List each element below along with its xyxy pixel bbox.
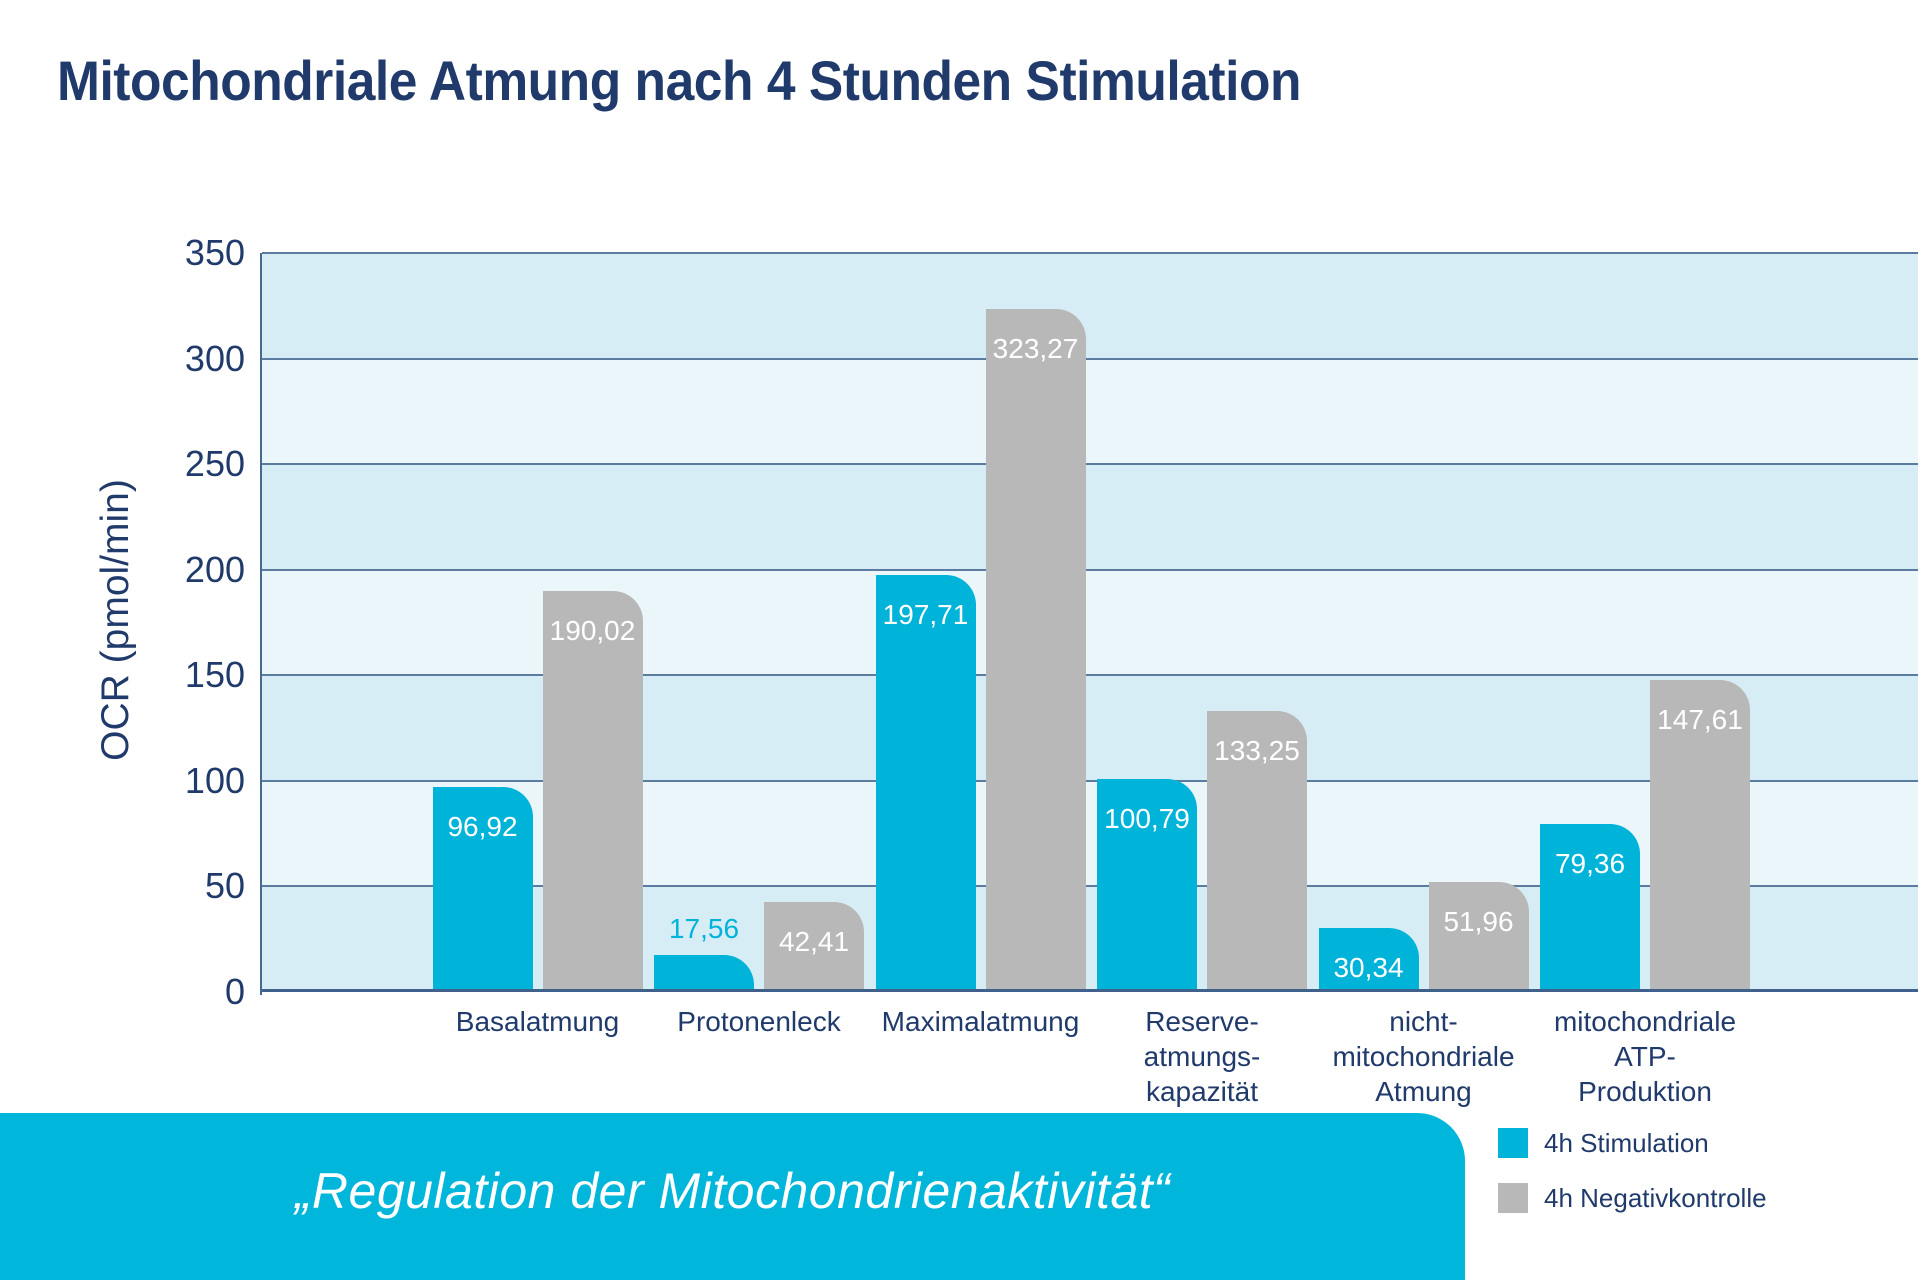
y-tick-label: 350 xyxy=(184,232,245,273)
bar-negativkontrolle xyxy=(764,902,864,992)
gridline xyxy=(262,569,1918,571)
y-tick-label: 100 xyxy=(184,759,245,801)
y-tick-label: 300 xyxy=(184,337,245,379)
category-label: Protonenleck xyxy=(677,1006,841,1037)
chart-title: Mitochondriale Atmung nach 4 Stunden Sti… xyxy=(57,49,1301,112)
gridline xyxy=(262,252,1918,254)
bar-stimulation xyxy=(1318,928,1419,992)
plot-area: 96,92 190,02 17,56 42,41 197,71 323,27 100,79 1… xyxy=(262,252,1918,992)
legend-label: 4h Stimulation xyxy=(1544,1127,1709,1158)
bar-negativkontrolle xyxy=(542,591,643,992)
bar-negativkontrolle xyxy=(1428,882,1529,992)
quote-banner-text: „Regulation der Mitochondrienaktivität“ xyxy=(294,1162,1171,1219)
legend-swatch xyxy=(1498,1128,1528,1158)
bar-stimulation xyxy=(1540,824,1640,992)
gridline xyxy=(262,885,1918,887)
y-tick-label: 200 xyxy=(184,548,245,590)
y-axis-title: OCR (pmol/min) xyxy=(94,479,137,761)
gridline xyxy=(262,780,1918,782)
bar-value-label: 51,96 xyxy=(1443,906,1514,938)
gridline xyxy=(262,358,1918,360)
legend-swatch xyxy=(1498,1183,1528,1213)
bar-value-label: 79,36 xyxy=(1554,848,1626,880)
y-tick-label: 0 xyxy=(224,971,245,1012)
legend-item: 4h Negativkontrolle xyxy=(1498,1183,1767,1213)
bar-value-label: 197,71 xyxy=(882,598,969,630)
bar-stimulation xyxy=(432,787,533,992)
legend-item: 4h Stimulation xyxy=(1498,1128,1709,1158)
category-label: Basalatmung xyxy=(455,1006,620,1037)
bar-value-label: 96,92 xyxy=(447,811,518,843)
bar-value-label: 133,25 xyxy=(1214,734,1300,766)
bar-negativkontrolle xyxy=(985,309,1086,992)
y-tick-label: 250 xyxy=(184,443,245,485)
y-tick-label: 150 xyxy=(184,654,245,696)
gridline xyxy=(262,463,1918,465)
category-label: Reserve- atmungs- kapazität xyxy=(1143,1006,1261,1107)
gridline xyxy=(262,989,1918,992)
bar-value-label: 323,27 xyxy=(992,333,1079,365)
bar-value-label: 147,61 xyxy=(1657,704,1743,736)
category-label: nicht- mitochondriale Atmung xyxy=(1332,1006,1515,1107)
y-axis-line xyxy=(260,253,262,995)
bar-value-label: 42,41 xyxy=(778,926,850,958)
bar-value-label: 30,34 xyxy=(1333,951,1404,983)
bar-stimulation xyxy=(1097,779,1197,992)
bar-negativkontrolle xyxy=(1650,680,1750,992)
y-tick-label: 50 xyxy=(204,865,245,907)
legend-label: 4h Negativkontrolle xyxy=(1544,1182,1767,1213)
bar-value-label: 17,56 xyxy=(668,912,740,944)
bar-stimulation xyxy=(875,575,976,992)
quote-banner: „Regulation der Mitochondrienaktivität“ xyxy=(0,1113,1465,1280)
category-label: mitochondriale ATP- Produktion xyxy=(1553,1006,1737,1107)
bar-negativkontrolle xyxy=(1207,711,1307,992)
bar-value-label: 190,02 xyxy=(549,614,636,646)
bar-value-label: 100,79 xyxy=(1104,803,1190,835)
category-label: Maximalatmung xyxy=(881,1006,1080,1037)
bar-stimulation xyxy=(654,955,754,992)
gridline xyxy=(262,674,1918,676)
